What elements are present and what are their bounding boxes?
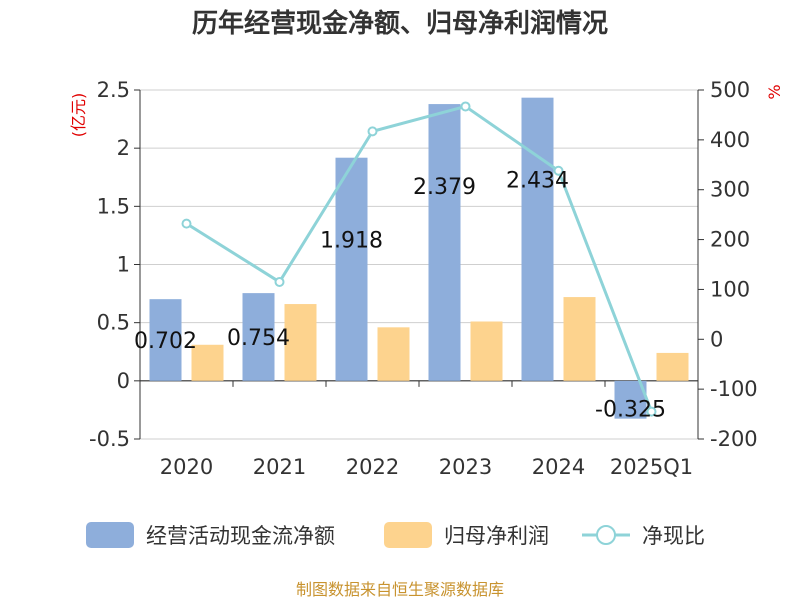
legend-swatch-net-profit xyxy=(384,522,432,548)
cashflow-data-label: 2.379 xyxy=(413,175,476,200)
right-tick-label: 0 xyxy=(710,327,723,351)
x-tick-label: 2020 xyxy=(160,455,213,479)
bar-net-profit xyxy=(284,304,317,381)
ratio-point xyxy=(646,406,657,417)
left-tick-label: 1.5 xyxy=(97,194,130,218)
legend-label-ratio: 净现比 xyxy=(642,524,705,548)
cashflow-data-label: 0.754 xyxy=(227,326,290,351)
axes: -0.5 0 0.5 1 1.5 2 2.5 -200 -100 0 100 200 300 400 500… xyxy=(69,78,784,479)
left-axis-unit: (亿元) xyxy=(69,93,88,138)
cashflow-data-label: 1.918 xyxy=(320,229,383,254)
ratio-point xyxy=(460,101,471,112)
bar-net-profit xyxy=(191,344,224,381)
ratio-line xyxy=(181,101,657,417)
bar-operating-cashflow xyxy=(521,97,554,381)
right-axis-unit: % xyxy=(765,84,784,99)
x-tick-label: 2024 xyxy=(532,455,585,479)
left-tick-label: 2.5 xyxy=(97,78,130,102)
left-tick-label: 2 xyxy=(117,136,130,160)
bar-operating-cashflow xyxy=(335,157,368,381)
bar-operating-cashflow xyxy=(242,293,275,381)
left-tick-label: 1 xyxy=(117,253,130,277)
ratio-point xyxy=(553,165,564,176)
left-tick-label: 0.5 xyxy=(97,311,130,335)
right-tick-label: 500 xyxy=(710,78,750,102)
ratio-line-path xyxy=(185,104,653,413)
legend: 经营活动现金流净额 归母净利润 净现比 xyxy=(86,522,705,548)
bar-operating-cashflow xyxy=(428,104,461,381)
bar-net-profit xyxy=(470,321,503,381)
data-labels: 0.702 0.754 1.918 2.379 2.434 -0.325 xyxy=(134,169,666,423)
cashflow-data-label: 0.702 xyxy=(134,329,197,354)
legend-marker-ratio xyxy=(596,525,616,545)
right-tick-label: 200 xyxy=(710,228,750,252)
right-tick-label: -200 xyxy=(710,427,758,451)
right-tick-label: 300 xyxy=(710,178,750,202)
x-tick-label: 2021 xyxy=(253,455,306,479)
x-tick-label: 2022 xyxy=(346,455,399,479)
x-tick-label: 2023 xyxy=(439,455,492,479)
right-tick-label: -100 xyxy=(710,377,758,401)
bar-net-profit xyxy=(656,352,689,381)
legend-swatch-cashflow xyxy=(86,522,134,548)
ratio-point xyxy=(274,276,285,287)
chart-title: 历年经营现金净额、归母净利润情况 xyxy=(192,8,608,39)
right-tick-label: 100 xyxy=(710,277,750,301)
ratio-point xyxy=(367,126,378,137)
ratio-point xyxy=(181,218,192,229)
bar-net-profit xyxy=(377,327,410,381)
legend-label-cashflow: 经营活动现金流净额 xyxy=(146,524,335,548)
bars xyxy=(149,97,689,419)
left-tick-label: -0.5 xyxy=(89,427,130,451)
footer-source: 制图数据来自恒生聚源数据库 xyxy=(296,580,504,599)
right-tick-label: 400 xyxy=(710,128,750,152)
left-tick-label: 0 xyxy=(117,369,130,393)
x-tick-label: 2025Q1 xyxy=(610,455,693,479)
cashflow-data-label: -0.325 xyxy=(595,398,666,423)
bar-net-profit xyxy=(563,297,596,381)
cashflow-data-label: 2.434 xyxy=(506,169,569,194)
legend-label-net-profit: 归母净利润 xyxy=(444,524,549,548)
bar-operating-cashflow xyxy=(149,299,182,381)
